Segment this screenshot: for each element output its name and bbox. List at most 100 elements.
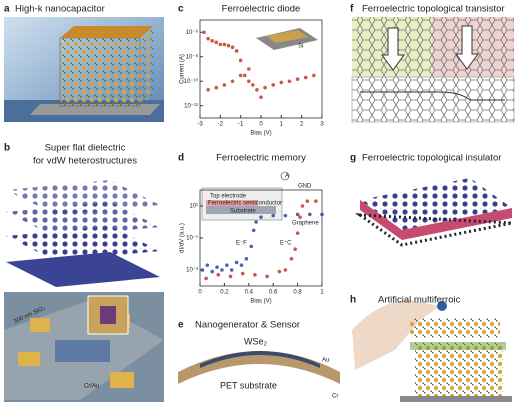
panel-title: Ferroelectric diode xyxy=(222,4,301,15)
data-point xyxy=(244,257,249,261)
panel-label: d xyxy=(178,153,184,164)
data-point xyxy=(277,269,282,274)
panel-title: High-k nanocapacitor xyxy=(15,4,105,15)
x-tick-label: 0.2 xyxy=(220,290,229,296)
data-point xyxy=(200,268,205,272)
data-point xyxy=(251,228,256,233)
x-tick-label: 2 xyxy=(300,122,304,128)
annotation: PET substrate xyxy=(220,380,277,390)
panel-label: a xyxy=(4,4,10,15)
data-point xyxy=(234,49,239,53)
data-point xyxy=(230,45,235,50)
y-axis-label: Current (A) xyxy=(180,54,186,84)
panel-title: Ferroelectric topological insulator xyxy=(362,153,501,164)
annotation: GND xyxy=(298,184,312,190)
y-tick-label: 10⁻⁶ xyxy=(186,29,199,36)
data-point xyxy=(308,212,312,217)
data-point xyxy=(295,212,300,217)
x-tick-label: 0 xyxy=(198,290,202,296)
data-point xyxy=(259,95,263,99)
data-point xyxy=(204,276,208,281)
data-point xyxy=(215,265,219,269)
annotation: Substrate xyxy=(230,209,256,215)
y-tick-label: 10⁻¹² xyxy=(184,103,198,109)
data-point xyxy=(206,36,210,41)
x-axis-label: Bias (V) xyxy=(250,299,271,305)
data-point xyxy=(242,73,247,78)
x-tick-label: 0.6 xyxy=(269,290,278,296)
x-tick-label: -1 xyxy=(238,122,244,128)
x-tick-label: -2 xyxy=(218,122,224,128)
data-point xyxy=(254,220,258,224)
y-tick-label: 10⁻¹⁰ xyxy=(184,78,199,85)
data-point xyxy=(206,88,210,92)
panel-title: for vdW heterostructures xyxy=(33,156,137,167)
y-tick-label: 10⁻⁸ xyxy=(186,53,199,60)
data-point xyxy=(287,79,292,84)
x-tick-label: -3 xyxy=(197,122,203,128)
data-point xyxy=(263,85,267,90)
data-point xyxy=(271,83,276,87)
data-point xyxy=(205,263,210,267)
annotation: Si xyxy=(298,44,303,50)
data-point xyxy=(279,80,284,85)
data-point xyxy=(225,263,229,267)
annotation: WSe₂ xyxy=(244,336,268,346)
data-point xyxy=(295,231,300,235)
annotation: Cr xyxy=(332,394,338,400)
data-point xyxy=(214,85,219,90)
data-point xyxy=(283,213,288,218)
data-point xyxy=(293,247,297,251)
panel-h-art xyxy=(352,300,512,402)
panel-title: Nanogenerator & Sensor xyxy=(195,320,300,331)
data-point xyxy=(251,83,255,87)
panel-label: f xyxy=(350,4,354,15)
data-point xyxy=(298,215,302,219)
data-point xyxy=(226,43,231,48)
data-point xyxy=(229,268,234,272)
panel-title: Ferroelectric memory xyxy=(216,153,306,164)
annotation: Ferroelectric semiconductor xyxy=(208,201,282,207)
y-tick-label: 10⁻³ xyxy=(186,268,198,274)
data-point xyxy=(289,257,294,261)
data-point xyxy=(247,79,251,84)
panel-d-inset xyxy=(201,171,290,221)
x-tick-label: 1 xyxy=(280,122,284,128)
data-point xyxy=(234,260,239,265)
annotation: Au xyxy=(322,358,329,364)
data-point xyxy=(216,273,221,277)
data-point xyxy=(210,39,214,43)
panel-e-art xyxy=(178,351,340,384)
data-point xyxy=(312,73,316,78)
data-point xyxy=(300,204,305,208)
data-point xyxy=(253,273,257,277)
annotation: E⁺C xyxy=(280,240,292,247)
annotation: Top electrode xyxy=(210,194,247,200)
y-tick-label: 10¹ xyxy=(189,204,198,210)
panel-title: Ferroelectric topological transistor xyxy=(362,4,505,15)
x-tick-label: 1 xyxy=(320,290,324,296)
data-point xyxy=(303,75,308,80)
y-axis-label: dI/dV (a.u.) xyxy=(180,223,186,253)
annotation: E⁻F xyxy=(236,241,247,247)
panel-c-inset xyxy=(256,28,318,50)
panel-label: b xyxy=(4,143,10,154)
data-point xyxy=(222,83,227,87)
data-point xyxy=(240,271,245,276)
data-point xyxy=(230,79,235,84)
annotation: Graphene xyxy=(292,221,319,227)
data-point xyxy=(238,58,243,63)
panel-title: Super flat dielectric xyxy=(45,143,126,154)
data-point xyxy=(202,30,206,35)
data-point xyxy=(228,274,233,279)
y-tick-label: 10⁻¹ xyxy=(186,236,198,242)
data-point xyxy=(222,42,227,47)
data-point xyxy=(295,77,300,81)
data-point xyxy=(271,213,276,218)
panel-g-art xyxy=(354,178,513,247)
x-tick-label: 0 xyxy=(259,122,263,128)
panel-label: e xyxy=(178,320,184,331)
panel-title: Artificial multiferroic xyxy=(378,295,461,306)
data-point xyxy=(220,268,224,272)
